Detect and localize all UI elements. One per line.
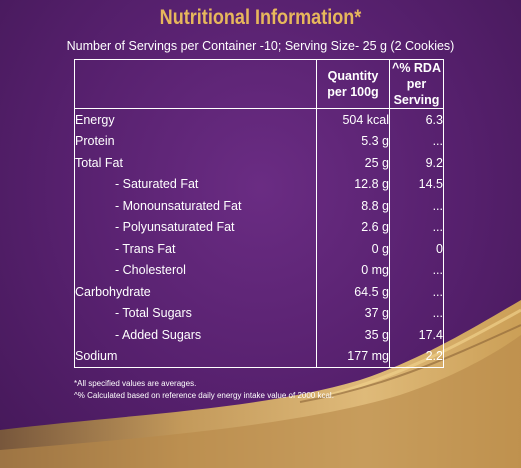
- nutrient-rda: 14.5: [389, 173, 444, 196]
- nutrient-quantity: 504 kcal: [316, 108, 390, 131]
- nutrient-name: - Polyunsaturated Fat: [74, 216, 317, 238]
- header-quantity-line1: Quantity: [327, 69, 379, 83]
- nutrient-name: Sodium: [74, 345, 317, 369]
- table-row: Total Fat 25 g 9.2: [74, 152, 444, 174]
- nutrient-rda: 6.3: [389, 108, 444, 131]
- nutrient-name: Total Fat: [74, 152, 317, 174]
- table-row: - Added Sugars 35 g 17.4: [74, 323, 444, 346]
- nutrient-rda: ...: [389, 280, 444, 303]
- nutrient-rda: 9.2: [389, 152, 444, 174]
- nutrient-name: Protein: [74, 130, 317, 153]
- nutrient-quantity: 5.3 g: [316, 130, 390, 153]
- nutrient-rda: 0: [389, 237, 444, 260]
- nutrient-quantity: 8.8 g: [316, 195, 390, 217]
- table-header-row: Quantity per 100g ^% RDA per Serving: [74, 59, 444, 109]
- nutrient-quantity: 37 g: [316, 302, 390, 324]
- nutrient-rda: 2.2: [389, 345, 444, 369]
- page-title: Nutritional Information*: [159, 6, 362, 29]
- table-row: Carbohydrate 64.5 g...: [74, 280, 444, 303]
- header-quantity: Quantity per 100g: [316, 59, 390, 109]
- nutrient-rda: ...: [389, 259, 444, 281]
- table-row: - Polyunsaturated Fat 2.6 g...: [74, 216, 444, 238]
- nutrient-quantity: 2.6 g: [316, 216, 390, 238]
- table-row: - Total Sugars 37 g...: [74, 302, 444, 324]
- nutrient-quantity: 25 g: [316, 152, 390, 174]
- table-row: - Monounsaturated Fat 8.8 g...: [74, 195, 444, 217]
- nutrient-name: Energy: [74, 108, 317, 131]
- nutrient-name: - Cholesterol: [74, 259, 317, 281]
- nutrition-table: Quantity per 100g ^% RDA per Serving Ene…: [74, 59, 444, 369]
- header-quantity-line2: per 100g: [327, 85, 379, 99]
- table-row: Sodium 177 mg 2.2: [74, 345, 444, 369]
- nutrient-quantity: 64.5 g: [316, 280, 390, 303]
- nutrient-name: - Monounsaturated Fat: [74, 195, 317, 217]
- serving-info: Number of Servings per Container -10; Se…: [66, 39, 455, 53]
- nutrient-quantity: 0 g: [316, 237, 390, 260]
- nutrient-quantity: 12.8 g: [316, 173, 390, 196]
- table-row: - Saturated Fat 12.8 g 14.5: [74, 173, 444, 196]
- header-rda: ^% RDA per Serving: [389, 59, 444, 109]
- nutrient-name: - Saturated Fat: [74, 173, 317, 196]
- nutrient-name: Carbohydrate: [74, 280, 317, 303]
- nutrient-name: - Added Sugars: [74, 323, 317, 346]
- nutrient-quantity: 35 g: [316, 323, 390, 346]
- footnote-averages: *All specified values are averages.: [74, 379, 197, 388]
- header-rda-line1: ^% RDA: [392, 61, 441, 75]
- nutrient-rda: ...: [389, 216, 444, 238]
- nutrient-rda: ...: [389, 130, 444, 153]
- table-row: Energy 504 kcal 6.3: [74, 108, 444, 131]
- table-row: Protein 5.3 g...: [74, 130, 444, 153]
- nutrient-rda: ...: [389, 195, 444, 217]
- nutrient-rda: 17.4: [389, 323, 444, 346]
- header-nutrient: [74, 59, 317, 109]
- header-rda-line2: per Serving: [393, 77, 440, 107]
- nutrient-rda: ...: [389, 302, 444, 324]
- nutrient-quantity: 177 mg: [316, 345, 390, 369]
- footnote-rda: ^% Calculated based on reference daily e…: [74, 391, 334, 400]
- nutrient-name: - Trans Fat: [74, 237, 317, 260]
- nutrient-name: - Total Sugars: [74, 302, 317, 324]
- nutrient-quantity: 0 mg: [316, 259, 390, 281]
- table-row: - Cholesterol 0 mg...: [74, 259, 444, 281]
